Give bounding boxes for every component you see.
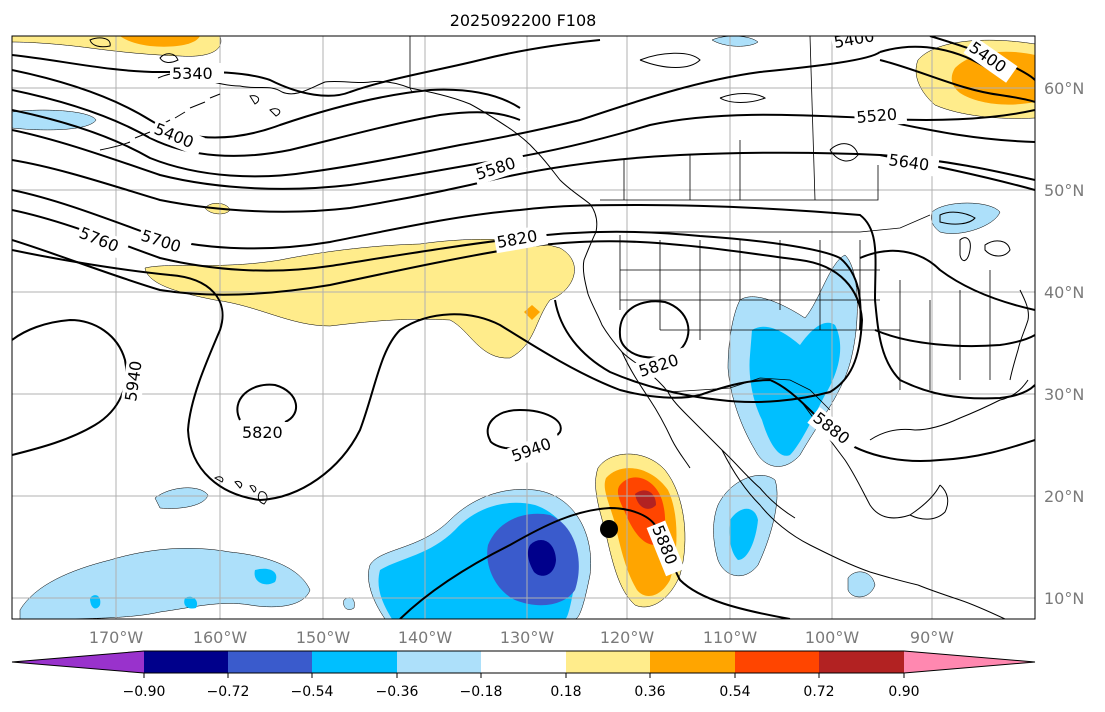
colorbar-bin-5 [481,651,566,673]
alaska-islands [89,37,281,117]
gulf-negative-spot [847,571,876,598]
colorbar-extend-high [904,651,1035,673]
colorbar-tick-label: −0.90 [123,684,166,700]
negative-spot-lakes [931,202,1001,234]
colorbar-tick-label: −0.72 [207,684,250,700]
map-title: 2025092200 F108 [450,11,597,30]
east-coast [1009,289,1029,381]
lat-label-20n: 20°N [1044,487,1084,506]
lon-label-120w: 120°W [600,628,655,647]
lat-label-30n: 30°N [1044,385,1084,404]
contour-5340 [12,39,601,97]
contour-5940-ring [12,318,128,456]
map-frame [11,35,1036,620]
lon-label-110w: 110°W [703,628,758,647]
us-states [619,235,991,390]
colorbar-extend-low [12,651,144,673]
contour-east-6 [859,249,1035,311]
colorbar-tick-label: −0.36 [376,684,419,700]
lat-label-40n: 40°N [1044,283,1084,302]
colorbar-bin-9 [819,651,904,673]
contour-5820-upper [12,239,864,404]
contour-label-5340: 5340 [172,64,213,83]
mexico-negative-anomaly-core [729,508,758,560]
alaska-canada-border [409,36,413,93]
alaska-coast [157,72,536,151]
colorbar-bin-3 [312,651,397,673]
alaska-warm-anomaly-orange [120,36,200,47]
yucatan-coast [909,484,949,520]
contour-5400 [12,69,521,139]
longitude-axis: 170°W 160°W 150°W 140°W 130°W 120°W 110°… [89,628,954,647]
contour-label-5820-c: 5820 [242,423,283,442]
colorbar-tick-label: 0.54 [719,684,750,700]
tropical-negative-anomaly-navy [527,540,556,576]
colorbar-tick-label: 0.18 [550,684,581,700]
contour-5940-pacific [486,408,562,450]
contour-east-7 [874,329,1035,348]
contour-label-5520: 5520 [856,105,898,127]
central-america-coast [917,584,1006,619]
us-mexico-border [667,377,831,411]
contour-5880-south [399,506,791,619]
lon-label-130w: 130°W [500,628,555,647]
us-canada-border-2 [600,165,879,201]
lat-label-60n: 60°N [1044,79,1084,98]
lon-label-100w: 100°W [805,628,860,647]
small-negative-spot [343,597,355,610]
bc-coast [534,149,598,295]
great-lakes [939,211,1011,262]
colorbar-bin-2 [228,651,312,673]
contour-5820-pacific [236,383,298,423]
colorbar-bin-7 [650,651,735,673]
west-pacific-negative-core-2 [254,568,277,585]
colorbar-bin-8 [735,651,819,673]
lon-label-170w: 170°W [89,628,144,647]
contour-east-2 [879,59,1035,103]
colorbar-bin-1 [144,651,228,673]
lat-label-50n: 50°N [1044,181,1084,200]
contour-east-5 [874,299,1035,400]
west-pacific-negative-core-3 [184,596,198,609]
lon-label-90w: 90°W [910,628,954,647]
contour-5520 [12,51,881,178]
orange-spot [524,305,540,320]
lon-label-140w: 140°W [398,628,453,647]
contour-5460 [12,89,521,157]
negative-spot-north [711,36,759,47]
canada-provinces [623,36,816,201]
contour-labels: 5340 5400 5400 5400 5520 5580 5640 5700 … [74,36,1018,577]
contour-5880 [12,249,701,502]
lon-label-160w: 160°W [193,628,248,647]
colorbar-tick-label: 0.36 [634,684,665,700]
mexico-pacific-coast [721,449,919,586]
colorbar-tick-label: −0.54 [291,684,334,700]
storm-center-dot [600,520,618,538]
central-pacific-negative-spot [154,487,209,509]
hawaii [214,476,268,505]
colorbar-tick-label: 0.72 [803,684,834,700]
colorbar-tick-label: 0.90 [888,684,919,700]
latitude-axis: 60°N 50°N 40°N 30°N 20°N 10°N [1044,79,1084,608]
graticule [12,36,1035,619]
colorbar-bin-6 [566,651,650,673]
colorbar-tick-label: −0.18 [460,684,503,700]
sw-us-negative-anomaly-core [749,322,841,456]
colorbar: −0.90 −0.72 −0.54 −0.36 −0.18 0.18 0.36 … [11,650,1036,700]
colorbar-bin-4 [397,651,481,673]
lon-label-150w: 150°W [296,628,351,647]
lat-label-10n: 10°N [1044,589,1084,608]
positive-anomaly-band [144,239,575,359]
political-borders [409,36,991,411]
baja-warm-anomaly-darkred [635,490,656,509]
